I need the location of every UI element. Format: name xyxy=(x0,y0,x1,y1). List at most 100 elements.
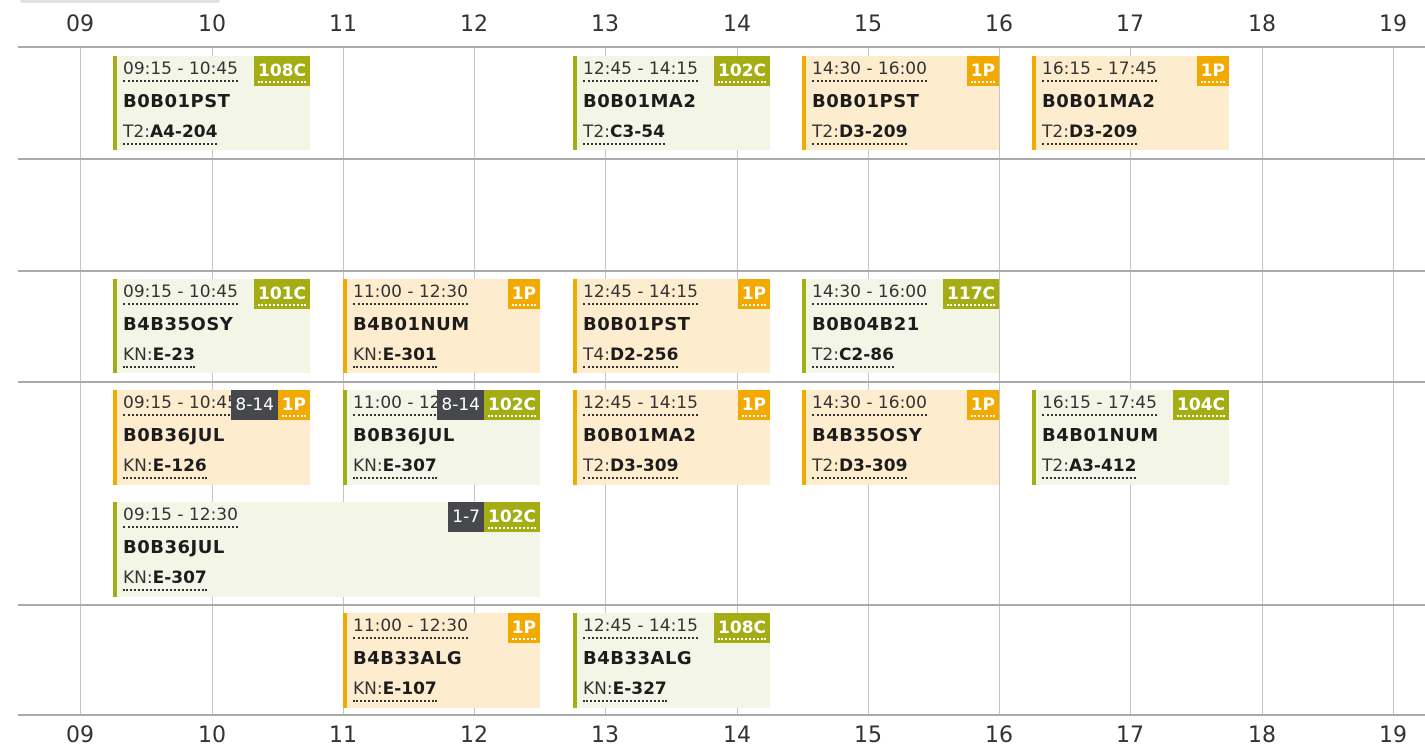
event-room[interactable]: T2:D3-309 xyxy=(583,456,679,479)
event-course-code[interactable]: B0B01PST xyxy=(123,91,231,112)
timetable-event[interactable]: 12:45 - 14:15 B0B01PST T4:D2-256 1P xyxy=(573,279,770,373)
event-time[interactable]: 12:45 - 14:15 xyxy=(583,282,698,305)
event-time[interactable]: 14:30 - 16:00 xyxy=(812,393,927,416)
timetable-event[interactable]: 09:15 - 10:45 B0B01PST T2:A4-204 108C xyxy=(113,56,310,150)
event-course-code[interactable]: B4B33ALG xyxy=(583,648,693,669)
event-room-number: E-126 xyxy=(152,456,207,476)
event-room-number: E-23 xyxy=(152,345,195,365)
event-room[interactable]: T2:A3-412 xyxy=(1042,456,1137,479)
event-room-number: E-301 xyxy=(382,345,437,365)
event-course-code[interactable]: B0B04B21 xyxy=(812,314,920,335)
timetable-event[interactable]: 09:15 - 12:30 B0B36JUL KN:E-307 102C 1-7 xyxy=(113,502,540,597)
event-course-code[interactable]: B0B01PST xyxy=(812,91,920,112)
event-room[interactable]: KN:E-327 xyxy=(583,679,667,702)
event-building: T2: xyxy=(583,456,610,476)
event-course-code[interactable]: B0B36JUL xyxy=(353,425,455,446)
event-course-code[interactable]: B4B33ALG xyxy=(353,648,463,669)
event-course-code[interactable]: B0B36JUL xyxy=(123,537,225,558)
event-time[interactable]: 09:15 - 10:45 xyxy=(123,59,238,82)
event-room[interactable]: KN:E-307 xyxy=(123,568,207,591)
event-time[interactable]: 12:45 - 14:15 xyxy=(583,59,698,82)
event-parallel-badge[interactable]: 1P xyxy=(507,279,540,309)
event-time[interactable]: 16:15 - 17:45 xyxy=(1042,59,1157,82)
hour-label-top: 13 xyxy=(591,12,619,37)
event-course-code[interactable]: B0B01MA2 xyxy=(583,91,697,112)
timetable-event[interactable]: 14:30 - 16:00 B0B01PST T2:D3-209 1P xyxy=(802,56,999,150)
event-room[interactable]: T4:D2-256 xyxy=(583,345,679,368)
event-time[interactable]: 11:00 - 12:30 xyxy=(353,616,468,639)
event-time[interactable]: 09:15 - 10:45 xyxy=(123,393,238,416)
timetable-event[interactable]: 16:15 - 17:45 B4B01NUM T2:A3-412 104C xyxy=(1032,390,1229,485)
timetable-event[interactable]: 12:45 - 14:15 B0B01MA2 T2:D3-309 1P xyxy=(573,390,770,485)
event-building: KN: xyxy=(353,345,383,365)
event-course-code[interactable]: B0B36JUL xyxy=(123,425,225,446)
event-course-code[interactable]: B4B01NUM xyxy=(353,314,470,335)
event-room[interactable]: KN:E-126 xyxy=(123,456,207,479)
event-room[interactable]: T2:D3-209 xyxy=(1042,122,1138,145)
event-parallel-badge[interactable]: 1P xyxy=(966,56,999,86)
event-room[interactable]: KN:E-23 xyxy=(123,345,195,368)
event-time[interactable]: 14:30 - 16:00 xyxy=(812,282,927,305)
event-time[interactable]: 12:45 - 14:15 xyxy=(583,393,698,416)
event-parallel-badge[interactable]: 1P xyxy=(966,390,999,420)
timetable-event[interactable]: 11:00 - 12:30 B4B01NUM KN:E-301 1P xyxy=(343,279,540,373)
event-parallel-badge[interactable]: 1P xyxy=(737,390,770,420)
event-room[interactable]: KN:E-301 xyxy=(353,345,437,368)
event-room-number: E-307 xyxy=(152,568,207,588)
timetable-event[interactable]: 12:45 - 14:15 B4B33ALG KN:E-327 108C xyxy=(573,613,770,708)
event-parallel-badge[interactable]: 108C xyxy=(714,613,770,643)
event-building: T2: xyxy=(1042,122,1069,142)
event-parallel-badge[interactable]: 1P xyxy=(1196,56,1229,86)
event-parallel-badge[interactable]: 117C xyxy=(943,279,999,309)
event-course-code[interactable]: B0B01PST xyxy=(583,314,691,335)
event-parallel-label: 108C xyxy=(258,61,306,83)
day-separator xyxy=(18,604,1425,606)
event-parallel-label: 108C xyxy=(718,618,766,640)
event-parallel-badge[interactable]: 102C xyxy=(484,390,540,420)
timetable-event[interactable]: 14:30 - 16:00 B0B04B21 T2:C2-86 117C xyxy=(802,279,999,373)
event-parallel-badge[interactable]: 1P xyxy=(277,390,310,420)
event-parallel-badge[interactable]: 1P xyxy=(507,613,540,643)
hour-label-bottom: 19 xyxy=(1379,723,1407,748)
event-room[interactable]: T2:A4-204 xyxy=(123,122,218,145)
timetable-event[interactable]: 14:30 - 16:00 B4B35OSY T2:D3-309 1P xyxy=(802,390,999,485)
event-room[interactable]: T2:D3-309 xyxy=(812,456,908,479)
hour-gridline xyxy=(1262,46,1263,714)
timetable-event[interactable]: 16:15 - 17:45 B0B01MA2 T2:D3-209 1P xyxy=(1032,56,1229,150)
event-parallel-badge[interactable]: 101C xyxy=(254,279,310,309)
event-course-code[interactable]: B4B35OSY xyxy=(123,314,234,335)
event-course-code[interactable]: B0B01MA2 xyxy=(583,425,697,446)
event-parallel-badge[interactable]: 104C xyxy=(1173,390,1229,420)
event-course-code[interactable]: B0B01MA2 xyxy=(1042,91,1156,112)
event-room[interactable]: T2:D3-209 xyxy=(812,122,908,145)
event-room-number: A4-204 xyxy=(149,122,218,142)
hour-label-top: 10 xyxy=(198,12,226,37)
hour-gridline xyxy=(474,46,475,714)
event-room[interactable]: T2:C2-86 xyxy=(812,345,894,368)
event-time[interactable]: 09:15 - 10:45 xyxy=(123,282,238,305)
timetable-event[interactable]: 11:00 - 12:30 B4B33ALG KN:E-107 1P xyxy=(343,613,540,708)
event-parallel-label: 1P xyxy=(741,284,766,306)
event-room[interactable]: KN:E-107 xyxy=(353,679,437,702)
event-room[interactable]: KN:E-307 xyxy=(353,456,437,479)
event-time[interactable]: 16:15 - 17:45 xyxy=(1042,393,1157,416)
event-parallel-badge[interactable]: 1P xyxy=(737,279,770,309)
timetable-event[interactable]: 12:45 - 14:15 B0B01MA2 T2:C3-54 102C xyxy=(573,56,770,150)
event-parallel-badge[interactable]: 102C xyxy=(714,56,770,86)
hour-label-bottom: 13 xyxy=(591,723,619,748)
timetable-event[interactable]: 09:15 - 10:45 B0B36JUL KN:E-126 1P 8-14 xyxy=(113,390,310,485)
event-time[interactable]: 12:45 - 14:15 xyxy=(583,616,698,639)
event-parallel-badge[interactable]: 108C xyxy=(254,56,310,86)
timetable-event[interactable]: 09:15 - 10:45 B4B35OSY KN:E-23 101C xyxy=(113,279,310,373)
event-time[interactable]: 09:15 - 12:30 xyxy=(123,505,238,528)
event-parallel-label: 104C xyxy=(1177,395,1225,417)
event-course-code[interactable]: B4B35OSY xyxy=(812,425,923,446)
event-course-code[interactable]: B4B01NUM xyxy=(1042,425,1159,446)
event-time[interactable]: 14:30 - 16:00 xyxy=(812,59,927,82)
event-time[interactable]: 11:00 - 12:30 xyxy=(353,282,468,305)
event-parallel-badge[interactable]: 102C xyxy=(484,502,540,532)
hour-label-bottom: 16 xyxy=(985,723,1013,748)
timetable-event[interactable]: 11:00 - 12:30 B0B36JUL KN:E-307 102C 8-14 xyxy=(343,390,540,485)
hour-gridline xyxy=(999,46,1000,714)
event-room[interactable]: T2:C3-54 xyxy=(583,122,665,145)
